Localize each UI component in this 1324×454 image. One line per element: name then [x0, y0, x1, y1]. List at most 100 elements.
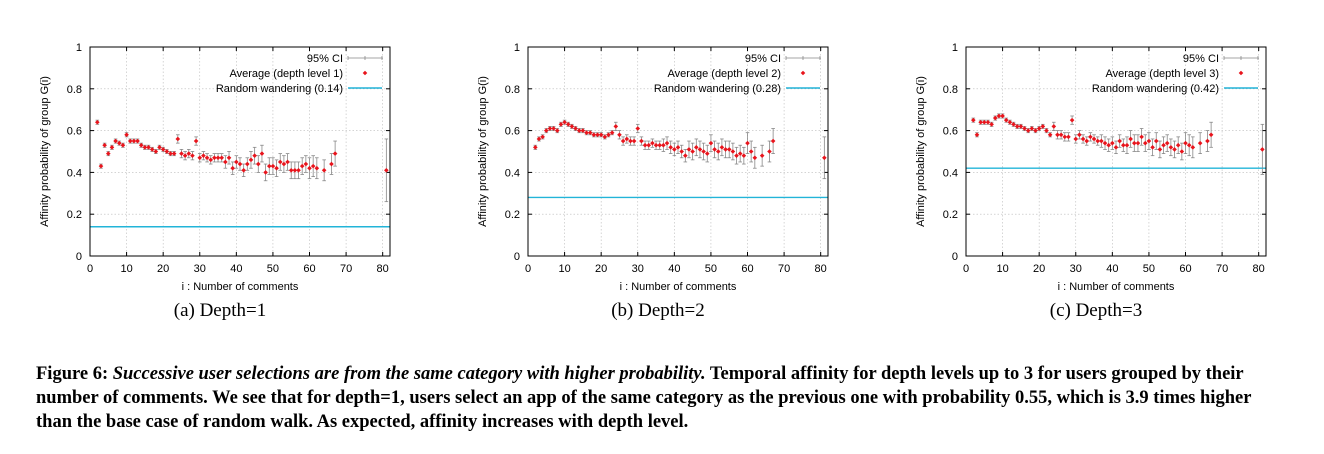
data-point [1007, 119, 1013, 125]
data-point [259, 151, 265, 156]
data-point [653, 142, 659, 148]
data-point [1088, 134, 1093, 140]
x-tick-label: 60 [741, 263, 753, 275]
data-point [606, 132, 611, 138]
x-tick-label: 70 [340, 263, 352, 275]
data-point [992, 115, 998, 121]
data-point [675, 145, 681, 150]
data-point [314, 165, 320, 171]
data-point [149, 147, 155, 152]
data-point [822, 155, 827, 161]
data-point [1179, 149, 1185, 154]
x-tick-label: 20 [1033, 263, 1045, 275]
data-point [248, 157, 254, 163]
data-point [146, 145, 151, 150]
data-point [613, 124, 619, 129]
data-point [565, 122, 571, 127]
legend-average-label: Average (depth level 3) [1105, 68, 1219, 80]
x-tick-label: 50 [267, 263, 279, 275]
data-point [292, 168, 298, 173]
data-point [186, 151, 192, 156]
data-point [1102, 140, 1108, 146]
data-point [540, 134, 545, 140]
data-point [1077, 132, 1082, 138]
data-point [171, 151, 177, 156]
data-point [759, 153, 765, 158]
y-tick-label: 1 [952, 42, 958, 54]
plot-frame [965, 46, 1267, 257]
data-point [1197, 140, 1203, 146]
data-point [201, 153, 206, 158]
data-point [573, 126, 578, 131]
data-point [113, 138, 118, 144]
y-tick-label: 0.4 [505, 167, 520, 179]
data-point [683, 153, 688, 158]
data-point [277, 159, 283, 165]
y-tick-label: 0 [514, 251, 520, 263]
data-point [664, 140, 670, 146]
data-point [748, 149, 754, 154]
y-tick-label: 0.2 [943, 209, 958, 221]
data-point [219, 155, 225, 161]
data-point [1146, 138, 1152, 144]
data-point [650, 140, 655, 146]
legend-average-marker [800, 70, 806, 76]
affinity-chart-depth-3: 0 10 20 30 40 50 60 70 80 0 0.2 0.4 0.6 0.8 1 i : Numbe… [915, 42, 1267, 293]
data-point [285, 159, 290, 165]
data-point [1153, 138, 1159, 144]
data-point [558, 122, 564, 127]
data-point [1058, 132, 1064, 138]
y-tick-label: 0 [76, 251, 82, 263]
data-point [175, 136, 181, 142]
data-point [657, 142, 663, 148]
data-point [299, 163, 305, 169]
y-tick-label: 0.2 [505, 209, 520, 221]
data-point [642, 142, 648, 148]
data-point [737, 151, 743, 156]
data-point [1135, 140, 1141, 146]
data-point [1084, 138, 1090, 144]
x-tick-label: 60 [303, 263, 315, 275]
data-point [1080, 136, 1086, 142]
data-point [554, 128, 560, 133]
data-point [245, 161, 250, 167]
data-point [1069, 117, 1075, 123]
data-point [617, 132, 622, 138]
data-point [1014, 124, 1020, 129]
x-tick-label: 0 [87, 263, 93, 275]
x-tick-label: 50 [1143, 263, 1155, 275]
data-point [672, 147, 677, 152]
affinity-chart-depth-2: 0 10 20 30 40 50 60 70 80 0 0.2 0.4 0.6 0.8 1 i : Numbe… [477, 42, 829, 293]
data-point [274, 165, 279, 171]
data-point [102, 142, 107, 148]
data-point [1208, 132, 1214, 138]
data-point [1022, 126, 1027, 131]
data-point [985, 119, 991, 125]
data-point [215, 155, 221, 161]
data-point [624, 136, 630, 142]
data-point [1142, 140, 1148, 146]
data-point [153, 149, 159, 154]
data-point [1117, 138, 1122, 144]
data-point [543, 128, 549, 133]
x-axis-label: i : Number of comments [1058, 281, 1175, 293]
legend-random-label: Random wandering (0.42) [1092, 83, 1219, 95]
data-point [690, 149, 695, 154]
chart-panel-depth-3: 0 10 20 30 40 50 60 70 80 0 0.2 0.4 0.6 0.8 1 i : Numbe… [886, 30, 1306, 330]
data-point [646, 142, 652, 148]
data-point [1066, 134, 1071, 140]
data-point [1047, 132, 1053, 138]
data-point [332, 151, 338, 156]
data-point [1091, 136, 1097, 142]
legend-average-marker [362, 70, 368, 76]
data-point [1095, 138, 1101, 144]
data-point [661, 142, 666, 148]
x-tick-label: 70 [778, 263, 790, 275]
x-tick-label: 10 [996, 263, 1008, 275]
subfigure-label: (b) Depth=2 [611, 300, 705, 321]
x-axis-label: i : Number of comments [182, 281, 299, 293]
legend-random-label: Random wandering (0.14) [216, 83, 343, 95]
data-point [635, 126, 641, 131]
data-point [120, 142, 126, 148]
y-axis-label: Affinity probability of group G(i) [915, 76, 927, 227]
